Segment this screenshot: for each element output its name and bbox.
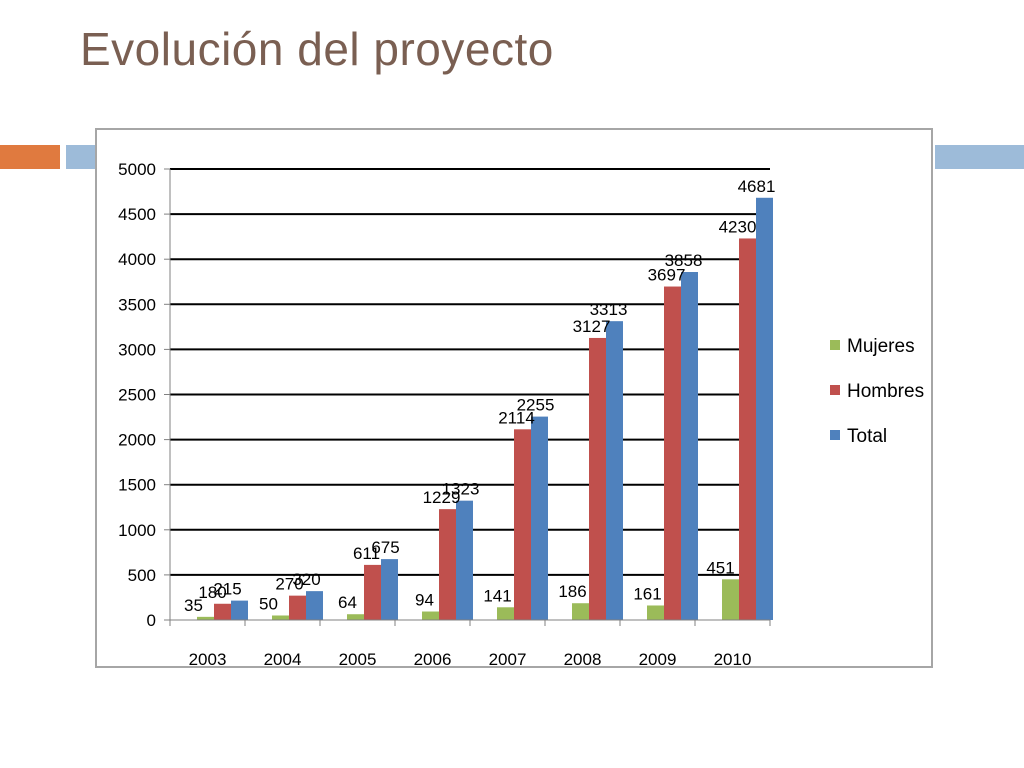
data-label-hombres: 3697	[648, 266, 686, 285]
data-label-total: 215	[213, 580, 241, 599]
data-label-mujeres: 50	[259, 594, 278, 613]
y-tick-label: 500	[128, 566, 156, 585]
x-tick-label: 2004	[264, 650, 302, 666]
legend-swatch-mujeres	[830, 340, 840, 350]
slide-title: Evolución del proyecto	[80, 23, 554, 75]
bar-hombres	[364, 564, 381, 620]
bar-hombres	[589, 337, 606, 620]
bar-total	[531, 416, 548, 620]
y-tick-label: 3000	[118, 340, 156, 359]
x-axis-ticks: 2003 2004 2005 2006 2007 2008 2009 2010	[169, 620, 771, 666]
x-tick-label: 2009	[639, 650, 677, 666]
data-label-mujeres: 94	[415, 591, 434, 610]
gridlines	[170, 168, 770, 576]
data-label-total: 3858	[665, 251, 703, 270]
bar-chart: 0 500 1000 1500 2000 2500 3000 3500 4000 4500 5000…	[118, 160, 924, 666]
bar-mujeres	[347, 614, 364, 620]
bar-total	[306, 591, 323, 620]
y-tick-label: 3500	[118, 295, 156, 314]
bar-total	[456, 500, 473, 620]
data-label-hombres: 4230	[719, 217, 757, 236]
bar-total	[606, 321, 623, 620]
bar-total	[681, 272, 698, 620]
bar-hombres	[439, 509, 456, 620]
data-label-hombres: 2114	[498, 408, 535, 427]
data-label-mujeres: 141	[483, 586, 511, 605]
y-tick-label: 5000	[118, 160, 156, 179]
bar-mujeres	[272, 615, 289, 620]
bar-hombres	[664, 286, 681, 620]
x-tick-label: 2008	[564, 650, 602, 666]
bar-mujeres	[572, 603, 589, 620]
bars	[197, 197, 773, 620]
x-tick-label: 2007	[489, 650, 527, 666]
bar-hombres	[514, 429, 531, 620]
y-tick-label: 4500	[118, 205, 156, 224]
legend-swatch-total	[830, 430, 840, 440]
data-label-hombres: 611	[353, 544, 380, 563]
data-label-mujeres: 161	[633, 584, 661, 603]
bar-mujeres	[422, 611, 439, 620]
y-axis-ticks: 0 500 1000 1500 2000 2500 3000 3500 4000 4500 5000	[118, 160, 170, 630]
accent-bar-orange	[0, 145, 60, 169]
legend-label-total: Total	[847, 426, 887, 447]
y-tick-label: 1500	[118, 476, 156, 495]
x-tick-label: 2006	[414, 650, 452, 666]
y-tick-label: 4000	[118, 250, 156, 269]
data-label-hombres: 180	[198, 583, 226, 602]
data-label-hombres: 270	[275, 575, 303, 594]
data-label-mujeres: 64	[338, 593, 357, 612]
bar-total	[381, 559, 398, 620]
bar-mujeres	[722, 579, 739, 620]
y-tick-label: 2000	[118, 431, 156, 450]
data-label-mujeres: 451	[706, 558, 734, 577]
bar-mujeres	[197, 616, 214, 620]
bar-hombres	[289, 595, 306, 620]
y-tick-label: 0	[147, 611, 156, 630]
accent-bar-blue-left	[66, 145, 96, 169]
legend-label-mujeres: Mujeres	[847, 336, 915, 357]
data-label-total: 3313	[590, 300, 628, 319]
accent-bar-blue-right	[935, 145, 1024, 169]
bar-hombres	[739, 238, 756, 620]
y-tick-label: 2500	[118, 386, 156, 405]
data-label-hombres: 1229	[423, 488, 461, 507]
bar-mujeres	[497, 607, 514, 620]
data-label-total: 320	[292, 570, 320, 589]
data-label-total: 4681	[738, 177, 776, 196]
bar-total	[231, 600, 248, 620]
data-label-total: 2255	[517, 396, 555, 415]
x-tick-label: 2005	[339, 650, 377, 666]
data-label-mujeres: 35	[184, 596, 203, 615]
data-label-mujeres: 186	[558, 582, 586, 601]
x-tick-label: 2003	[189, 650, 227, 666]
chart-frame: 0 500 1000 1500 2000 2500 3000 3500 4000 4500 5000…	[95, 128, 933, 668]
y-tick-label: 1000	[118, 521, 156, 540]
data-label-total: 675	[371, 538, 399, 557]
bar-total	[756, 197, 773, 620]
bar-hombres	[214, 603, 231, 620]
legend-swatch-hombres	[830, 385, 840, 395]
bar-mujeres	[647, 605, 664, 620]
data-label-total: 1323	[442, 480, 480, 499]
x-tick-label: 2010	[714, 650, 752, 666]
legend: Mujeres Hombres Total	[830, 336, 924, 447]
data-label-hombres: 3127	[573, 317, 611, 336]
legend-label-hombres: Hombres	[847, 381, 924, 402]
